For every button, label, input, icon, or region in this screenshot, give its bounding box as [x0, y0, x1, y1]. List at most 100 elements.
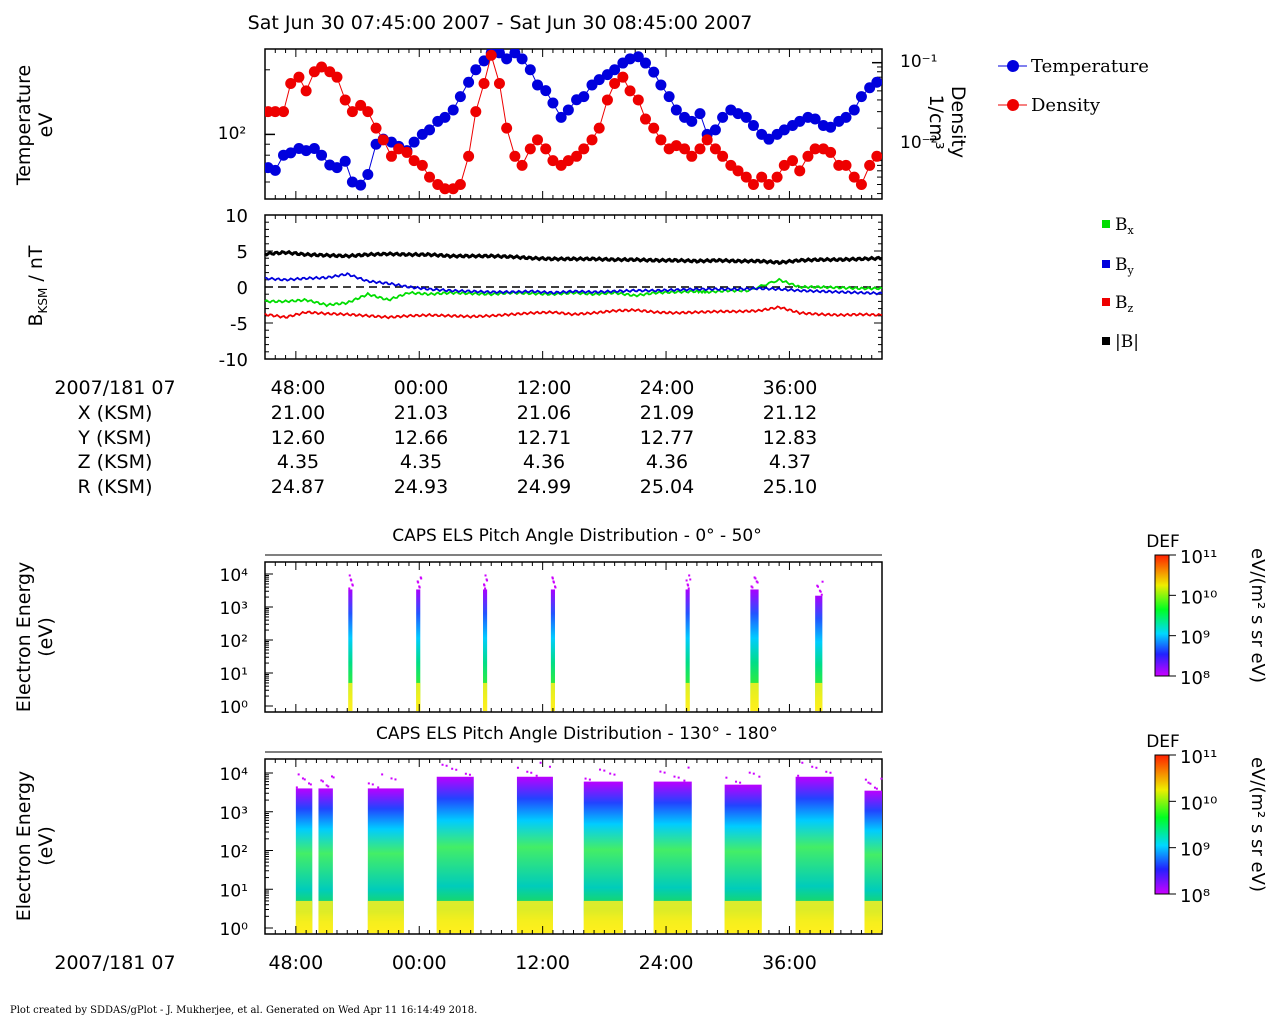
density-point — [316, 61, 328, 73]
legend-bz-swatch — [1102, 298, 1110, 306]
bottom-axis-tick-label: 48:00 — [268, 952, 323, 974]
spectrogram-speckle — [484, 587, 487, 590]
spectrogram-speckle — [873, 786, 876, 789]
temperature-point — [424, 124, 436, 136]
spectrogram-burst-low-energy — [815, 682, 823, 711]
plasma-legend: Temperature Density — [998, 56, 1149, 116]
density-point — [385, 150, 397, 162]
spectrogram-speckle — [320, 779, 323, 782]
spectrogram-speckle — [330, 775, 333, 778]
plasma-axes — [264, 49, 883, 199]
els-130-180-axes: 10⁴ 10³ 10² 10¹ 10⁰ — [220, 759, 883, 940]
spectrogram-speckle — [484, 574, 487, 577]
temperature-point — [516, 53, 528, 65]
els-130-180-frame — [264, 758, 883, 935]
spectrogram-speckle — [748, 771, 751, 774]
temperature-point — [269, 164, 281, 176]
temperature-point — [331, 162, 343, 174]
spectrogram-speckle — [332, 776, 335, 779]
spectrogram-speckle — [377, 786, 380, 789]
density-point — [501, 122, 513, 134]
spectrogram-speckle — [811, 765, 814, 768]
spectrogram-burst-low-energy — [864, 900, 882, 933]
ephemeris-cell: 4.37 — [769, 451, 811, 473]
spectrogram-burst — [348, 589, 353, 711]
spectrogram-speckle — [683, 779, 686, 782]
spectrogram-speckle — [554, 586, 557, 589]
figure-title: Sat Jun 30 07:45:00 2007 - Sat Jun 30 08… — [248, 12, 753, 34]
spectrogram-speckle — [350, 579, 353, 582]
temperature-point — [732, 108, 744, 120]
density-point — [424, 171, 436, 183]
spectrogram-speckle — [530, 771, 533, 774]
spectrogram-speckle — [381, 773, 384, 776]
temperature-point — [809, 113, 821, 125]
ephemeris-cell: 36:00 — [763, 377, 818, 399]
density-point — [747, 178, 759, 190]
colorbar-tick-label: 10⁸ — [1180, 886, 1210, 907]
energy-tick-label: 10¹ — [220, 665, 248, 685]
energy-tick-label: 10² — [220, 843, 248, 863]
colorbar-label: DEF — [1146, 732, 1180, 752]
density-point — [840, 159, 852, 171]
temperature-point — [686, 115, 698, 127]
spectrogram-speckle — [817, 585, 820, 588]
temperature-point — [855, 91, 867, 103]
els-0-50-title: CAPS ELS Pitch Angle Distribution - 0° -… — [392, 526, 761, 546]
temperature-point — [463, 76, 475, 88]
ephemeris-cell: 12.83 — [763, 427, 817, 449]
density-point — [278, 106, 290, 118]
spectrogram-speckle — [599, 768, 602, 771]
density-point — [339, 94, 351, 106]
ephemeris-cell: 12.60 — [271, 427, 325, 449]
spectrogram-speckle — [584, 777, 587, 780]
ephemeris-cell: 21.12 — [763, 402, 817, 424]
density-point — [655, 134, 667, 146]
density-point — [547, 155, 559, 167]
density-point — [855, 178, 867, 190]
temperature-point — [300, 145, 312, 157]
density-point — [740, 171, 752, 183]
els-130-180-axis-label: Electron Energy (eV) — [13, 771, 57, 922]
temperature-point — [639, 57, 651, 69]
spectrogram-speckle — [483, 584, 486, 587]
density-point — [586, 134, 598, 146]
els-130-180-label-line1: Electron Energy — [13, 771, 35, 922]
spectrogram-burst — [864, 790, 882, 933]
temperature-point — [717, 111, 729, 123]
spectrogram-burst — [416, 589, 421, 711]
spectrogram-speckle — [613, 773, 616, 776]
spectrogram-burst-low-energy — [724, 900, 762, 933]
ephemeris-cell: 21.06 — [517, 402, 571, 424]
legend-density-label: Density — [1031, 95, 1101, 116]
density-point — [532, 134, 544, 146]
density-tick-label-2: 10⁻² — [900, 133, 937, 153]
density-point — [454, 178, 466, 190]
spectrogram-speckle — [417, 581, 420, 584]
spectrogram-speckle — [609, 772, 612, 775]
temperature-point — [871, 76, 882, 88]
spectrogram-speckle — [659, 770, 662, 773]
density-tick-label-1: 10⁻¹ — [900, 52, 937, 72]
els-130-180-title: CAPS ELS Pitch Angle Distribution - 130°… — [376, 724, 778, 744]
spectrogram-burst-low-energy — [583, 900, 623, 933]
spectrogram-speckle — [348, 587, 351, 590]
density-point — [732, 165, 744, 177]
density-point — [686, 150, 698, 162]
colorbar-tick-label: 10¹⁰ — [1180, 587, 1217, 608]
spectrogram-speckle — [535, 774, 538, 777]
plasma-plot-area — [265, 49, 882, 195]
els-0-50-label-line2: (eV) — [35, 617, 57, 657]
spectrogram-speckle — [455, 768, 458, 771]
legend-btotal-label: |B| — [1115, 332, 1139, 352]
spectrogram-burst-low-energy — [318, 900, 333, 933]
mag-axis-label-text: BKSM / nT — [25, 245, 50, 326]
ephemeris-cell: 24.93 — [394, 476, 448, 498]
spectrogram-speckle — [758, 775, 761, 778]
els-0-50-axis-label: Electron Energy (eV) — [13, 562, 57, 713]
spectrogram-burst — [295, 788, 313, 933]
density-point — [300, 85, 312, 97]
temperature-point — [825, 121, 837, 133]
